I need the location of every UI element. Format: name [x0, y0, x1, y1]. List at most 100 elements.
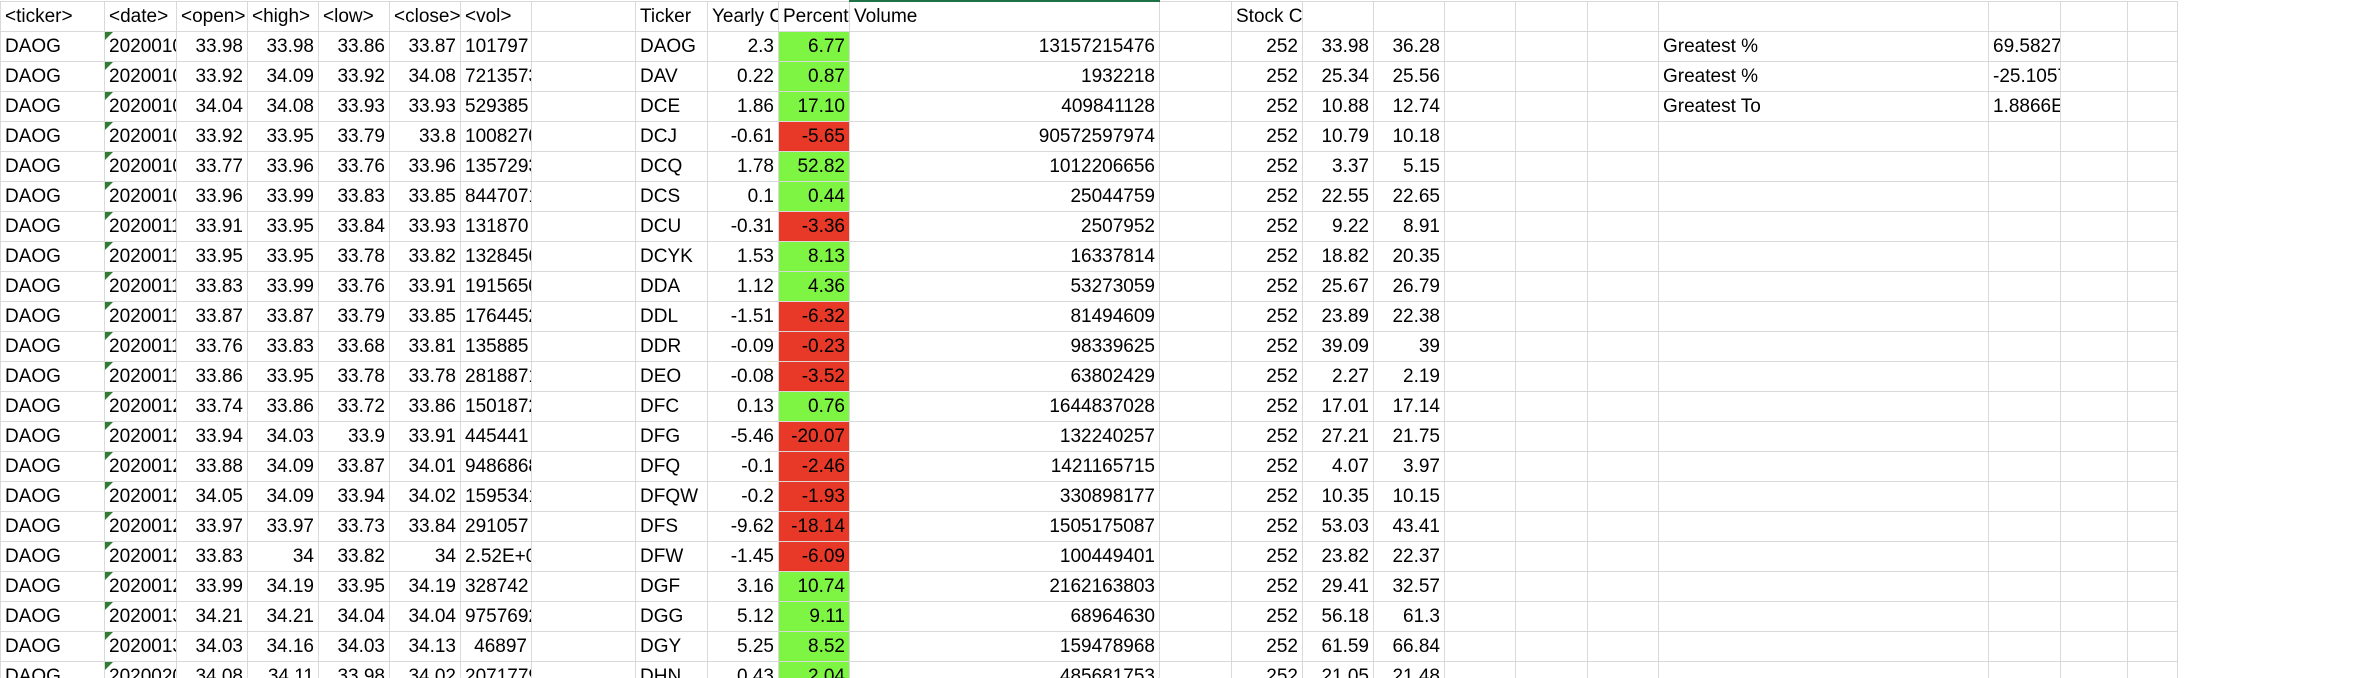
greatest-label-cell[interactable]: Greatest To [1658, 91, 1989, 122]
stock-value-cell[interactable]: 33.86 [318, 31, 390, 62]
cell[interactable] [2060, 661, 2128, 678]
cell[interactable] [1658, 541, 1989, 572]
stock-value-cell[interactable]: 445441 [460, 421, 532, 452]
stock-ticker-cell[interactable]: DAOG [0, 541, 105, 572]
percentage-cell[interactable]: 17.10 [778, 91, 850, 122]
stock-value-cell[interactable]: 34.03 [247, 421, 319, 452]
volume-cell[interactable]: 1505175087 [849, 511, 1160, 542]
stock-count-cell[interactable]: 252 [1231, 541, 1303, 572]
cell[interactable] [1988, 331, 2061, 362]
cell[interactable] [1587, 181, 1659, 212]
stock-header-cell[interactable]: <low> [318, 0, 390, 32]
cell[interactable] [1515, 121, 1588, 152]
summary-ticker-cell[interactable]: DDR [635, 331, 708, 362]
stock-value-cell[interactable]: 10082707 [460, 121, 532, 152]
yearly-change-cell[interactable]: 1.86 [707, 91, 779, 122]
stock-ticker-cell[interactable]: DAOG [0, 331, 105, 362]
stock-value-cell[interactable]: 34.21 [247, 601, 319, 632]
cell[interactable] [1444, 31, 1516, 62]
stock-value-cell[interactable]: 33.85 [389, 301, 461, 332]
cell[interactable] [1658, 211, 1989, 242]
cell[interactable] [531, 61, 636, 92]
stock-value-cell[interactable]: 33.99 [176, 571, 248, 602]
stock-value-cell[interactable]: 33.84 [318, 211, 390, 242]
number-as-text-warning-icon[interactable] [105, 452, 113, 460]
open-price-cell[interactable]: 25.67 [1302, 271, 1374, 302]
yearly-change-cell[interactable]: -0.61 [707, 121, 779, 152]
summary-header-cell[interactable]: Volume [849, 0, 1160, 32]
cell[interactable] [1658, 661, 1989, 678]
number-as-text-warning-icon[interactable] [105, 662, 113, 670]
yearly-change-cell[interactable]: 1.53 [707, 241, 779, 272]
volume-cell[interactable]: 409841128 [849, 91, 1160, 122]
cell[interactable] [2060, 511, 2128, 542]
yearly-change-cell[interactable]: 0.13 [707, 391, 779, 422]
stock-value-cell[interactable]: 33.95 [247, 361, 319, 392]
cell[interactable] [1515, 601, 1588, 632]
summary-ticker-cell[interactable]: DAOG [635, 31, 708, 62]
stock-value-cell[interactable]: 33.99 [247, 271, 319, 302]
stock-value-cell[interactable]: 34.19 [247, 571, 319, 602]
cell[interactable] [531, 301, 636, 332]
cell[interactable] [1444, 451, 1516, 482]
summary-header-cell[interactable]: Stock Count [1231, 0, 1303, 32]
cell[interactable] [2060, 571, 2128, 602]
stock-date-cell[interactable]: 20200130 [104, 601, 177, 632]
stock-date-cell[interactable]: 20200116 [104, 331, 177, 362]
number-as-text-warning-icon[interactable] [105, 212, 113, 220]
cell[interactable] [2127, 241, 2178, 272]
cell[interactable] [2127, 421, 2178, 452]
yearly-change-cell[interactable]: 1.12 [707, 271, 779, 302]
percentage-cell[interactable]: 0.76 [778, 391, 850, 422]
cell[interactable] [1988, 481, 2061, 512]
cell[interactable] [1444, 331, 1516, 362]
stock-date-cell[interactable]: 20200131 [104, 631, 177, 662]
stock-value-cell[interactable]: 33.79 [318, 121, 390, 152]
stock-date-cell[interactable]: 20200108 [104, 151, 177, 182]
number-as-text-warning-icon[interactable] [105, 152, 113, 160]
stock-count-cell[interactable]: 252 [1231, 391, 1303, 422]
cell[interactable] [1515, 211, 1588, 242]
percentage-cell[interactable]: -6.09 [778, 541, 850, 572]
cell[interactable] [1658, 271, 1989, 302]
cell[interactable] [1587, 361, 1659, 392]
cell[interactable] [2060, 541, 2128, 572]
stock-ticker-cell[interactable]: DAOG [0, 241, 105, 272]
cell[interactable] [531, 571, 636, 602]
summary-empty-cell[interactable] [1159, 271, 1232, 302]
cell[interactable] [2060, 31, 2128, 62]
stock-value-cell[interactable]: 33.96 [389, 151, 461, 182]
stock-count-cell[interactable]: 252 [1231, 181, 1303, 212]
percentage-cell[interactable]: -5.65 [778, 121, 850, 152]
cell[interactable] [1515, 661, 1588, 678]
yearly-change-cell[interactable]: 0.1 [707, 181, 779, 212]
close-price-cell[interactable]: 26.79 [1373, 271, 1445, 302]
stock-value-cell[interactable]: 101797 [460, 31, 532, 62]
open-price-cell[interactable]: 25.34 [1302, 61, 1374, 92]
cell[interactable] [1587, 271, 1659, 302]
stock-value-cell[interactable]: 46897 [460, 631, 532, 662]
stock-ticker-cell[interactable]: DAOG [0, 421, 105, 452]
summary-empty-cell[interactable] [1159, 121, 1232, 152]
volume-cell[interactable]: 100449401 [849, 541, 1160, 572]
stock-value-cell[interactable]: 84470713 [460, 181, 532, 212]
cell[interactable] [531, 511, 636, 542]
summary-empty-cell[interactable] [1159, 451, 1232, 482]
cell[interactable] [1658, 241, 1989, 272]
cell[interactable] [2127, 121, 2178, 152]
percentage-cell[interactable]: 6.77 [778, 31, 850, 62]
number-as-text-warning-icon[interactable] [105, 362, 113, 370]
stock-value-cell[interactable]: 33.86 [247, 391, 319, 422]
number-as-text-warning-icon[interactable] [105, 422, 113, 430]
open-price-cell[interactable]: 27.21 [1302, 421, 1374, 452]
stock-value-cell[interactable]: 33.83 [176, 541, 248, 572]
stock-value-cell[interactable]: 33.95 [247, 241, 319, 272]
cell[interactable] [2127, 181, 2178, 212]
stock-ticker-cell[interactable]: DAOG [0, 301, 105, 332]
stock-value-cell[interactable]: 33.94 [176, 421, 248, 452]
cell[interactable] [2127, 571, 2178, 602]
percentage-cell[interactable]: -0.23 [778, 331, 850, 362]
yearly-change-cell[interactable]: -0.09 [707, 331, 779, 362]
summary-ticker-cell[interactable]: DGY [635, 631, 708, 662]
cell[interactable] [1658, 361, 1989, 392]
